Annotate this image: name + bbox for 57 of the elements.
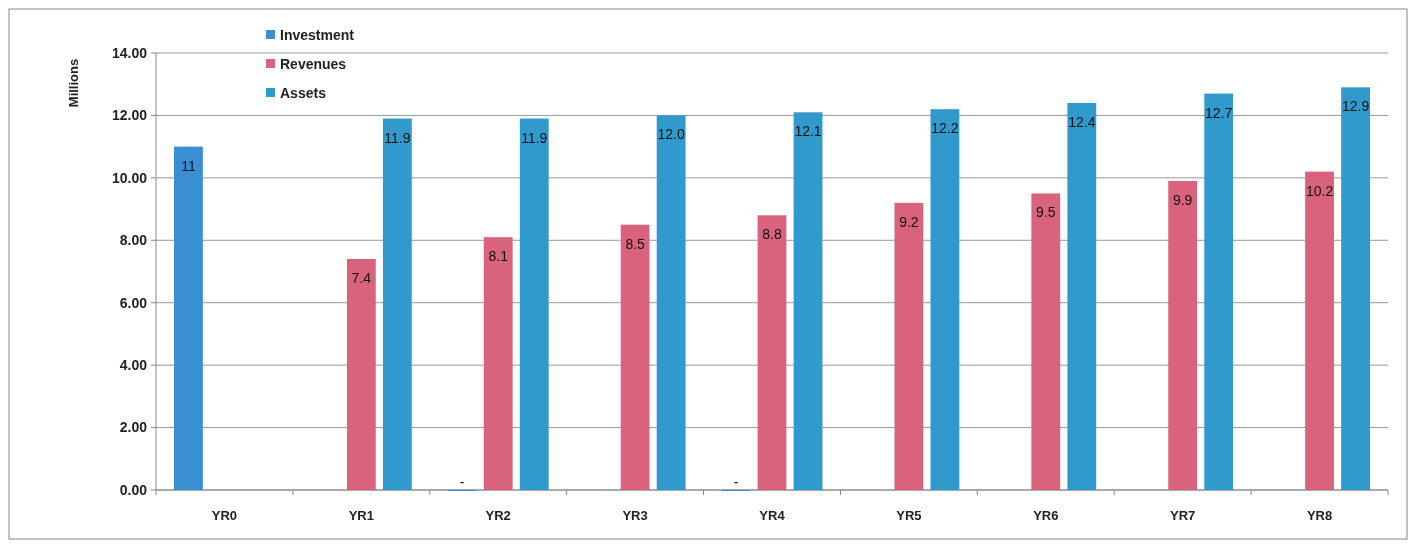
data-label: 12.2 [931,120,959,137]
data-label: 9.2 [899,213,919,230]
data-label: 9.5 [1036,204,1056,221]
data-label: 8.1 [488,248,509,265]
data-label: 11 [181,157,196,174]
data-label: 12.0 [657,126,685,143]
bar [1204,93,1234,490]
bar [620,224,650,490]
bar [1305,171,1334,490]
legend-label: Revenues [280,55,347,72]
y-tick-label: 12.00 [111,107,148,124]
y-tick-label: 8.00 [119,232,148,249]
bar [1168,180,1198,490]
bar [656,115,686,490]
y-tick-label: 14.00 [111,44,148,61]
y-tick-label: 0.00 [119,481,148,498]
data-label: 8.8 [762,226,782,243]
data-label: 7.4 [351,270,372,287]
data-label: 10.2 [1305,182,1334,199]
bar [894,202,924,490]
legend-label: Assets [280,84,327,101]
data-label: 12.4 [1068,113,1096,130]
bar [174,146,203,490]
x-tick-label: YR8 [1306,508,1333,523]
x-tick-label: YR6 [1033,508,1059,523]
y-tick-label: 10.00 [111,169,148,186]
bar [483,237,513,490]
x-tick-label: YR4 [759,508,786,523]
x-tick-label: YR7 [1170,508,1196,523]
data-label: 8.5 [625,235,646,252]
data-label: 12.7 [1205,104,1233,121]
data-label: - [459,474,465,490]
y-tick-label: 2.00 [119,419,148,436]
data-label: 11.9 [521,129,548,146]
bar [382,118,412,490]
data-label: 12.1 [794,123,822,140]
data-label: 9.9 [1172,191,1193,208]
x-tick-label: YR2 [485,508,511,523]
x-tick-label: YR3 [622,508,648,523]
bar [346,259,376,490]
y-axis-title: Millions [66,58,81,108]
x-tick-label: YR1 [348,508,374,523]
bar [519,118,549,490]
data-label: 11.9 [384,129,411,146]
bar [1341,87,1370,490]
bar [1031,193,1061,490]
x-tick-label: YR0 [211,508,238,523]
data-label: - [733,474,739,490]
bar [757,215,787,490]
y-tick-label: 6.00 [119,294,148,311]
bar [930,109,960,490]
bar [1067,102,1097,490]
y-tick-label: 4.00 [119,357,148,374]
data-label: 12.9 [1341,98,1370,115]
legend-label: Investment [280,26,355,43]
bar [793,112,823,490]
x-tick-label: YR5 [896,508,922,523]
